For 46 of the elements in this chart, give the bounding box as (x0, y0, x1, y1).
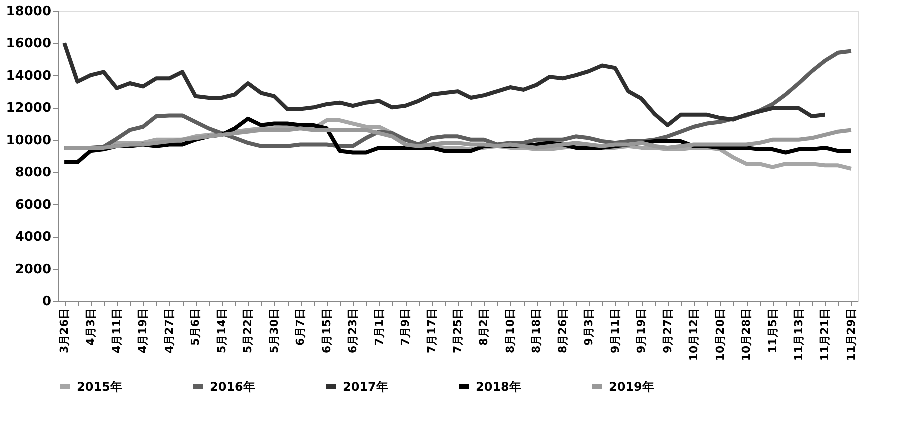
y-tick-label: 0 (42, 294, 52, 310)
x-tick-label: 7月1日 (372, 308, 386, 346)
y-tick-label: 2000 (15, 262, 52, 278)
y-tick-label: 16000 (6, 36, 52, 52)
x-tick-label: 9月3日 (582, 308, 596, 346)
x-tick-label: 6月15日 (320, 308, 334, 354)
y-tick-label: 6000 (15, 198, 52, 213)
x-tick-label: 9月27日 (661, 308, 674, 354)
y-tick-label: 10000 (6, 133, 52, 148)
x-tick-label: 7月25日 (452, 308, 464, 354)
x-tick-label: 8月2日 (478, 308, 491, 346)
x-tick-label: 11月5日 (766, 308, 780, 354)
x-tick-label: 3月26日 (58, 308, 72, 354)
x-tick-label: 4月27日 (162, 308, 176, 354)
y-tick-label: 8000 (15, 166, 52, 181)
x-tick-label: 6月23日 (346, 308, 360, 354)
legend-label: 2016年 (210, 380, 256, 394)
x-tick-label: 7月17日 (425, 308, 438, 354)
x-tick-label: 9月19日 (635, 308, 648, 354)
x-tick-label: 8月26日 (556, 308, 570, 354)
x-tick-label: 4月11日 (110, 308, 124, 354)
x-tick-label: 4月19日 (136, 308, 150, 354)
legend-label: 2018年 (476, 380, 522, 394)
x-tick-label: 5月22日 (242, 308, 255, 354)
x-tick-label: 11月29日 (844, 308, 858, 362)
legend-label: 2015年 (77, 380, 122, 394)
x-tick-label: 6月7日 (294, 308, 308, 346)
y-tick-label: 4000 (15, 230, 52, 246)
x-tick-label: 10月12日 (688, 308, 701, 362)
x-tick-label: 11月21日 (818, 308, 832, 362)
x-tick-label: 5月6日 (189, 308, 202, 346)
x-tick-label: 7月9日 (399, 308, 412, 346)
legend-label: 2019年 (609, 380, 654, 394)
legend-label: 2017年 (343, 380, 388, 394)
x-tick-label: 4月3日 (84, 308, 98, 346)
x-tick-label: 10月28日 (740, 308, 754, 362)
y-tick-label: 18000 (6, 4, 52, 20)
x-tick-label: 9月11日 (608, 308, 622, 354)
y-tick-label: 14000 (6, 68, 52, 84)
x-tick-label: 8月10日 (504, 308, 517, 354)
x-tick-label: 8月18日 (530, 308, 544, 354)
y-tick-label: 12000 (6, 101, 52, 116)
x-tick-label: 11月13日 (792, 308, 806, 362)
x-tick-label: 5月14日 (215, 308, 228, 354)
x-tick-label: 10月20日 (714, 308, 727, 362)
x-tick-label: 5月30日 (268, 308, 281, 354)
